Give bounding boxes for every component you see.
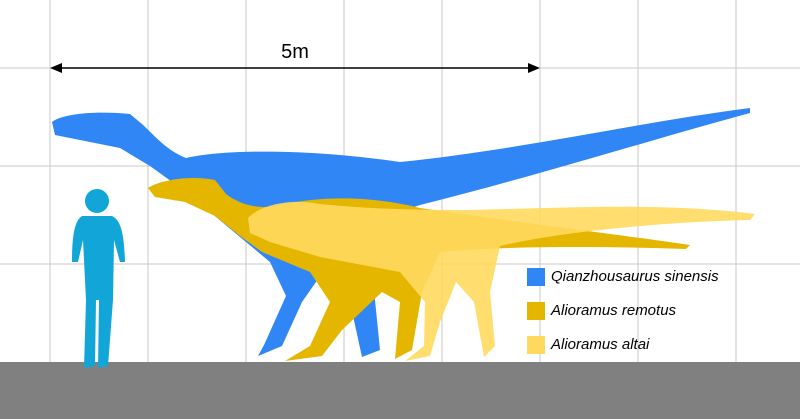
scale-label: 5m bbox=[281, 41, 309, 63]
alioramus-altai-silhouette bbox=[248, 201, 755, 361]
legend-label: Qianzhousaurus sinensis bbox=[551, 268, 719, 285]
scale-arrow bbox=[50, 63, 540, 73]
legend-label: Alioramus remotus bbox=[550, 302, 677, 319]
human-silhouette bbox=[72, 189, 125, 368]
qianzhousaurus-silhouette bbox=[52, 108, 750, 357]
ground bbox=[0, 362, 800, 419]
legend-label: Alioramus altai bbox=[550, 336, 650, 353]
legend-swatch bbox=[527, 336, 545, 354]
legend-swatch bbox=[527, 302, 545, 320]
legend-swatch bbox=[527, 268, 545, 286]
legend: Qianzhousaurus sinensis Alioramus remotus… bbox=[527, 268, 719, 354]
